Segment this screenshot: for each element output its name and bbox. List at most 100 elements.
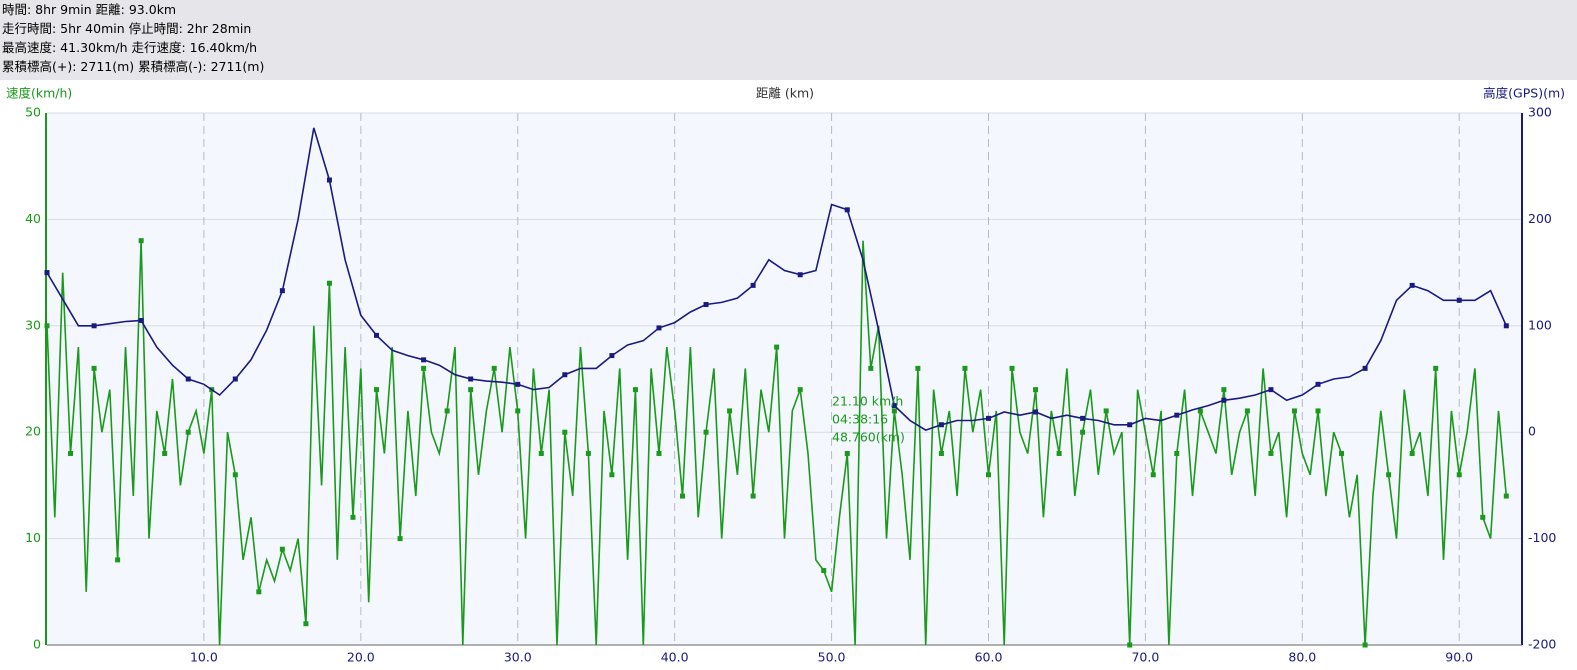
point-marker (232, 376, 238, 382)
y-tick-label: 20 (25, 424, 41, 439)
x-tick-label: 10.0 (190, 650, 218, 665)
point-marker (609, 353, 615, 359)
point-marker (1127, 642, 1133, 648)
point-marker (303, 621, 309, 627)
point-marker (1409, 450, 1415, 456)
summary-header: 時間: 8hr 9min 距離: 93.0km 走行時間: 5hr 40min … (0, 0, 1577, 80)
point-marker (1244, 408, 1250, 414)
point-marker (91, 365, 97, 371)
point-marker (468, 387, 474, 393)
summary-line: 最高速度: 41.30km/h 走行速度: 16.40km/h (2, 40, 258, 55)
point-marker (703, 302, 709, 308)
summary-line: 累積標高(+): 2711(m) 累積標高(-): 2711(m) (2, 59, 265, 74)
x-tick-label: 40.0 (661, 650, 689, 665)
point-marker (279, 546, 285, 552)
point-marker (938, 422, 944, 428)
point-marker (915, 365, 921, 371)
point-marker (115, 557, 121, 563)
y-axis-label: 速度(km/h) (6, 86, 72, 101)
point-marker (703, 429, 709, 435)
point-marker (680, 493, 686, 499)
point-marker (1127, 422, 1133, 428)
point-marker (421, 357, 427, 363)
point-marker (468, 376, 474, 382)
point-marker (1362, 365, 1368, 371)
y2-tick-label: 300 (1528, 105, 1552, 120)
point-marker (1268, 387, 1274, 393)
point-marker (656, 325, 662, 331)
point-marker (162, 450, 168, 456)
point-marker (1503, 493, 1509, 499)
point-marker (1033, 387, 1039, 393)
point-marker (1150, 472, 1156, 478)
point-marker (1503, 323, 1509, 329)
point-marker (1080, 415, 1086, 421)
point-marker (1456, 472, 1462, 478)
point-marker (774, 344, 780, 350)
y2-tick-label: 200 (1528, 211, 1552, 226)
point-marker (1197, 408, 1203, 414)
point-marker (962, 365, 968, 371)
point-marker (844, 450, 850, 456)
point-marker (562, 429, 568, 435)
x-tick-label: 90.0 (1445, 650, 1473, 665)
point-marker (985, 415, 991, 421)
y2-axis-label: 高度(GPS)(m) (1483, 86, 1565, 101)
point-marker (891, 408, 897, 414)
point-marker (185, 429, 191, 435)
y-tick-label: 10 (25, 530, 41, 545)
point-marker (985, 472, 991, 478)
point-marker (844, 207, 850, 213)
point-marker (1268, 450, 1274, 456)
point-marker (1033, 409, 1039, 415)
point-marker (538, 450, 544, 456)
point-marker (326, 280, 332, 286)
point-marker (562, 372, 568, 378)
point-marker (609, 472, 615, 478)
cursor-annotation: 21.10 km/h (832, 394, 903, 409)
point-marker (1056, 450, 1062, 456)
point-marker (1315, 408, 1321, 414)
point-marker (1174, 412, 1180, 418)
cursor-annotation: 48.760(km) (832, 430, 905, 445)
point-marker (185, 376, 191, 382)
point-marker (1009, 365, 1015, 371)
point-marker (1362, 642, 1368, 648)
point-marker (1433, 365, 1439, 371)
point-marker (585, 450, 591, 456)
point-marker (279, 288, 285, 294)
point-marker (374, 332, 380, 338)
point-marker (350, 514, 356, 520)
point-marker (44, 323, 50, 329)
point-marker (750, 282, 756, 288)
point-marker (1174, 450, 1180, 456)
y2-tick-label: 100 (1528, 317, 1552, 332)
point-marker (421, 365, 427, 371)
point-marker (750, 493, 756, 499)
y-tick-label: 30 (25, 317, 41, 332)
point-marker (1315, 381, 1321, 387)
x-tick-label: 30.0 (504, 650, 532, 665)
point-marker (1386, 472, 1392, 478)
point-marker (138, 317, 144, 323)
point-marker (491, 365, 497, 371)
point-marker (938, 450, 944, 456)
point-marker (515, 408, 521, 414)
point-marker (727, 408, 733, 414)
x-tick-label: 80.0 (1288, 650, 1316, 665)
point-marker (397, 536, 403, 542)
y2-tick-label: -200 (1528, 637, 1556, 652)
y2-tick-label: 0 (1528, 424, 1536, 439)
point-marker (1291, 408, 1297, 414)
point-marker (138, 238, 144, 244)
point-marker (797, 387, 803, 393)
point-marker (656, 450, 662, 456)
point-marker (1339, 450, 1345, 456)
y2-tick-label: -100 (1528, 530, 1556, 545)
point-marker (1480, 514, 1486, 520)
point-marker (374, 387, 380, 393)
x-axis-label: 距離 (km) (756, 86, 814, 101)
point-marker (326, 177, 332, 183)
point-marker (1080, 429, 1086, 435)
